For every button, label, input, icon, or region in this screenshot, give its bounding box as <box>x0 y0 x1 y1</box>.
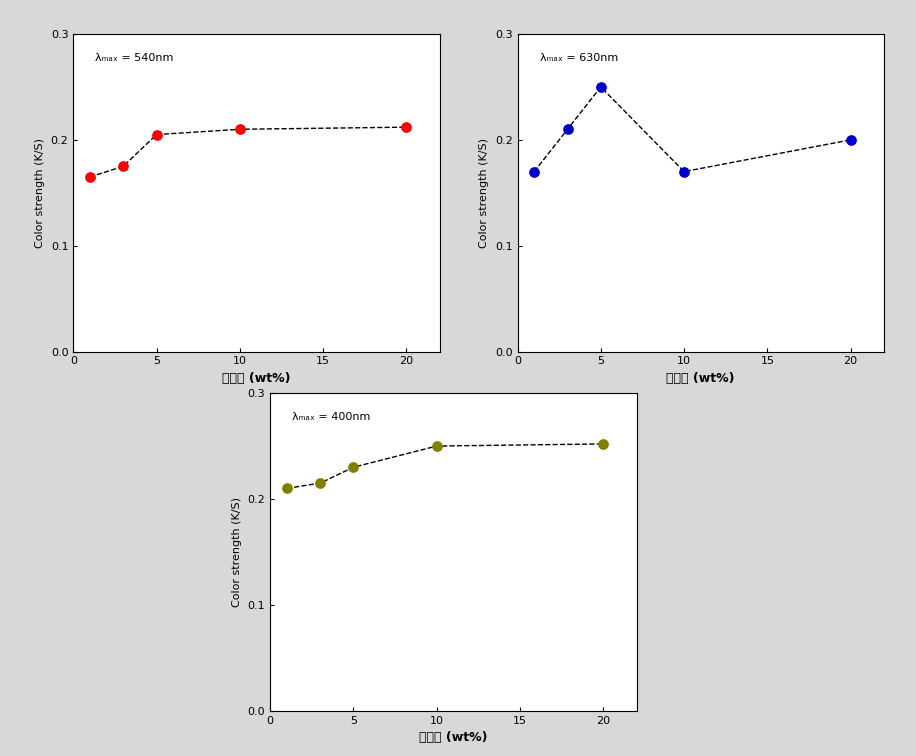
Y-axis label: Color strength (K/S): Color strength (K/S) <box>35 138 45 248</box>
X-axis label: 습윤제 (wt%): 습윤제 (wt%) <box>223 372 290 385</box>
Text: λₘₐₓ = 540nm: λₘₐₓ = 540nm <box>95 53 174 63</box>
Point <box>279 482 294 494</box>
Point <box>313 477 328 489</box>
Y-axis label: Color strength (K/S): Color strength (K/S) <box>479 138 489 248</box>
Point <box>116 160 131 172</box>
Point <box>82 171 97 183</box>
Point <box>399 121 414 133</box>
Point <box>527 166 541 178</box>
Text: λₘₐₓ = 630nm: λₘₐₓ = 630nm <box>540 53 617 63</box>
Point <box>844 134 858 146</box>
Point <box>346 461 361 473</box>
Y-axis label: Color strength (K/S): Color strength (K/S) <box>232 497 242 607</box>
Point <box>430 440 444 452</box>
Point <box>149 129 164 141</box>
X-axis label: 습윤제 (wt%): 습윤제 (wt%) <box>420 731 487 744</box>
Point <box>677 166 692 178</box>
Text: λₘₐₓ = 400nm: λₘₐₓ = 400nm <box>292 412 371 422</box>
Point <box>594 81 608 93</box>
Point <box>561 123 575 135</box>
Point <box>596 438 611 450</box>
Point <box>233 123 247 135</box>
X-axis label: 습윤제 (wt%): 습윤제 (wt%) <box>667 372 735 385</box>
